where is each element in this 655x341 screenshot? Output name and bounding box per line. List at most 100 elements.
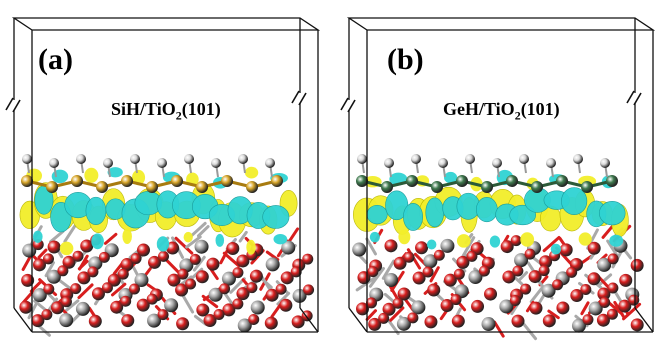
oxygen-atom [137, 243, 151, 257]
hydrogen-atom [49, 158, 59, 168]
oxygen-atom [443, 273, 457, 287]
oxygen-atom [382, 302, 396, 316]
titanium-atom [588, 301, 603, 316]
titanium-atom [352, 242, 367, 257]
ti-o-bond [63, 224, 77, 243]
titanium-atom [281, 240, 296, 255]
ti-o-bond [103, 232, 118, 245]
oxygen-atom [32, 258, 46, 272]
axis-break-mark [12, 99, 21, 113]
ti-o-bond [547, 309, 560, 320]
oxygen-atom [91, 287, 105, 301]
oxygen-atom [384, 239, 398, 253]
oxygen-atom [166, 241, 180, 255]
oxygen-atom [596, 313, 610, 327]
oxygen-atom [176, 317, 190, 331]
oxygen-atom [72, 250, 84, 262]
titanium-atom [571, 318, 586, 333]
oxygen-atom [607, 253, 619, 265]
charge-depletion-lobe [85, 196, 107, 225]
charge-accumulation-lobe [59, 241, 74, 256]
charge-depletion-lobe [444, 171, 458, 184]
charge-depletion-lobe [215, 233, 225, 247]
panel-a-structure [5, 17, 320, 337]
titanium-atom [250, 300, 265, 315]
adsorbate-atom [531, 181, 543, 193]
oxygen-atom [129, 283, 141, 295]
titanium-atom [147, 313, 162, 328]
charge-accumulation-lobe [183, 231, 193, 243]
oxygen-atom [47, 240, 61, 254]
oxygen-atom [43, 283, 55, 295]
oxygen-atom [539, 255, 553, 269]
hydrogen-atom [492, 158, 502, 168]
charge-depletion-lobe [33, 230, 43, 243]
oxygen-atom [630, 318, 644, 332]
oxygen-atom [167, 273, 181, 287]
hydrogen-atom [438, 158, 448, 168]
ti-o-bond [65, 299, 80, 312]
oxygen-atom [157, 309, 169, 321]
ti-o-bond [520, 320, 538, 341]
ti-o-bond [49, 229, 65, 244]
oxygen-atom [415, 241, 429, 255]
oxygen-atom [407, 312, 419, 324]
axis-break-mark [5, 97, 14, 111]
adsorbate-atom [121, 175, 133, 187]
charge-depletion-lobe [156, 236, 170, 252]
ti-o-bond [174, 236, 194, 255]
axis-break-mark [633, 92, 642, 106]
oxygen-atom [365, 297, 377, 309]
charge-accumulation-lobe [456, 234, 471, 248]
oxygen-atom [246, 282, 258, 294]
charge-depletion-lobe [107, 167, 123, 178]
oxygen-atom [248, 313, 260, 325]
oxygen-atom [219, 283, 231, 295]
oxygen-atom [570, 289, 584, 303]
oxygen-atom [275, 283, 287, 295]
oxygen-atom [120, 295, 132, 307]
oxygen-atom [177, 268, 189, 280]
charge-depletion-lobe [609, 234, 624, 247]
oxygen-atom [403, 251, 415, 263]
charge-depletion-lobe [51, 169, 69, 184]
hydrogen-atom [211, 158, 221, 168]
ti-o-bond [389, 306, 405, 322]
oxygen-atom [146, 293, 158, 305]
adsorbate-atom [96, 181, 108, 193]
titanium-atom [22, 243, 37, 258]
oxygen-atom [397, 287, 411, 301]
adsorbate-atom [21, 175, 33, 187]
hydrogen-atom [519, 154, 529, 164]
charge-depletion-lobe [509, 204, 537, 226]
titanium-atom [597, 257, 612, 272]
oxygen-atom [471, 299, 485, 313]
ti-o-bond [365, 309, 377, 321]
ti-o-bond [201, 294, 219, 309]
hydrogen-atom [238, 154, 248, 164]
oxygen-atom [19, 300, 33, 314]
oxygen-atom [433, 249, 445, 261]
adsorbate-atom [606, 175, 618, 187]
titanium-atom [481, 317, 496, 332]
hydrogen-atom [265, 158, 275, 168]
cell-edge [13, 307, 33, 333]
oxygen-atom [456, 255, 470, 269]
hydrogen-atom [103, 158, 113, 168]
axis-break-mark-gap [6, 100, 22, 110]
oxygen-atom [136, 298, 150, 312]
ti-o-bond [461, 236, 476, 258]
titanium-atom [541, 283, 556, 298]
charge-depletion-lobe [273, 233, 288, 245]
adsorbate-atom [356, 175, 368, 187]
ti-o-bond [270, 303, 282, 318]
oxygen-atom [21, 273, 35, 287]
titanium-atom [164, 298, 179, 313]
hydrogen-atom [76, 154, 86, 164]
ti-o-bond [276, 291, 291, 306]
titanium-atom [59, 313, 74, 328]
ti-o-bond [222, 251, 241, 268]
adsorbate-atom [456, 175, 468, 187]
titanium-atom [32, 288, 47, 303]
hydrogen-atom [130, 154, 140, 164]
